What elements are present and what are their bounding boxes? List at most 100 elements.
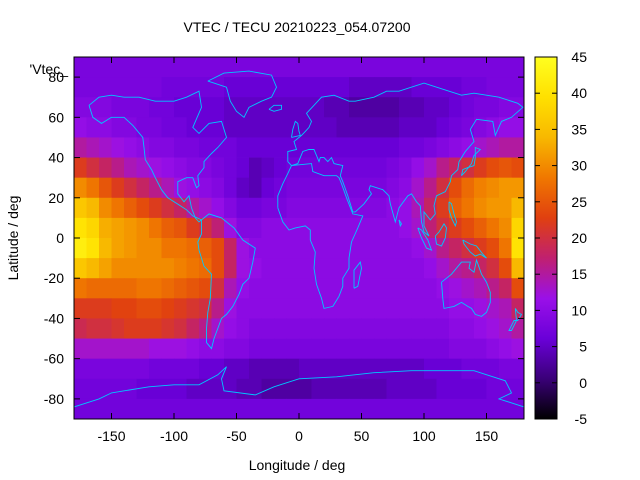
chart-title: VTEC / TECU 20210223_054.07200 [183, 19, 410, 35]
heatmap-cell [474, 398, 487, 420]
heatmap-cell [436, 157, 450, 179]
x-axis: -150 -100 -50 0 50 100 150 [97, 57, 498, 444]
heatmap-cell [424, 278, 437, 299]
heatmap-cell [86, 378, 100, 400]
heatmap-cell [461, 238, 475, 259]
heatmap-cell [399, 338, 412, 360]
heatmap-cell [324, 258, 337, 279]
heatmap-cell [336, 338, 350, 360]
heatmap-cell [261, 238, 275, 259]
heatmap-cell [236, 157, 250, 179]
colorbar-tick-label: 15 [571, 266, 587, 282]
colorbar-axis: -5 0 5 10 15 20 25 30 35 40 45 [535, 49, 587, 427]
key-label: 'Vtec_ [30, 61, 69, 77]
heatmap-cell [224, 238, 237, 259]
coastline-path [441, 258, 491, 317]
heatmap-cell [124, 378, 137, 400]
heatmap-cell [161, 97, 175, 118]
heatmap-cell [211, 77, 225, 98]
heatmap-cell [436, 378, 450, 400]
heatmap-cell [436, 278, 450, 299]
heatmap-cell [99, 97, 112, 118]
heatmap-cell [411, 358, 425, 380]
x-tick-label: -150 [97, 428, 125, 444]
heatmap-cell [349, 97, 362, 118]
heatmap-cell [249, 157, 262, 179]
heatmap-cell [249, 378, 262, 400]
heatmap-cell [199, 77, 212, 98]
heatmap-cell [86, 298, 100, 319]
heatmap-cell [374, 217, 387, 239]
y-tick-label: 80 [48, 69, 64, 85]
heatmap-cell [274, 77, 287, 98]
heatmap-cell [311, 177, 325, 199]
heatmap-cell [136, 338, 150, 360]
heatmap-cell [136, 217, 150, 239]
heatmap-cell [336, 258, 350, 279]
heatmap-cell [349, 358, 362, 380]
coastline-path [291, 120, 301, 138]
heatmap-cell [274, 57, 287, 78]
heatmap-cell [399, 177, 412, 199]
heatmap-cell [286, 157, 300, 179]
heatmap-cell [361, 318, 375, 339]
heatmap-cell [124, 57, 137, 78]
heatmap-cell [261, 157, 275, 179]
heatmap-cell [486, 97, 500, 118]
heatmap-cell [224, 197, 237, 219]
heatmap-cell [99, 77, 112, 98]
heatmap-cell [236, 197, 250, 219]
heatmap-cell [424, 217, 437, 239]
heatmap-cell [336, 97, 350, 118]
heatmap-cell [511, 117, 525, 138]
heatmap-cell [486, 157, 500, 179]
heatmap-cell [261, 137, 275, 158]
heatmap-cell [336, 358, 350, 380]
coastline-path [508, 308, 523, 331]
heatmap-cell [99, 278, 112, 299]
heatmap-cell [111, 358, 125, 380]
heatmap-cell [136, 378, 150, 400]
y-axis-label: Latitude / deg [5, 196, 21, 281]
heatmap-cell [486, 338, 500, 360]
coastline-path [207, 70, 277, 118]
heatmap-cell [111, 77, 125, 98]
heatmap-cell [86, 258, 100, 279]
heatmap-cell [311, 378, 325, 400]
heatmap-cell [499, 117, 512, 138]
heatmap-cell [499, 217, 512, 239]
y-tick-label: 20 [48, 190, 64, 206]
heatmap-cell [399, 197, 412, 219]
heatmap-cell [174, 137, 187, 158]
heatmap-cell [324, 298, 337, 319]
heatmap-cell [149, 358, 162, 380]
heatmap-cell [136, 318, 150, 339]
heatmap-cell [361, 378, 375, 400]
heatmap-cell [299, 338, 312, 360]
heatmap-cell [86, 217, 100, 239]
heatmap-cell [161, 238, 175, 259]
heatmap-cell [336, 318, 350, 339]
heatmap-cell [136, 358, 150, 380]
coastline-path [434, 223, 447, 247]
heatmap-cell [424, 298, 437, 319]
heatmap-cell [99, 137, 112, 158]
heatmap-cell [286, 258, 300, 279]
heatmap-cell [299, 358, 312, 380]
heatmap-cell [99, 358, 112, 380]
heatmap-cell [86, 177, 100, 199]
heatmap-cell [99, 258, 112, 279]
heatmap-cell [499, 177, 512, 199]
heatmap-cell [236, 358, 250, 380]
heatmap-cell [99, 238, 112, 259]
coastline-path [448, 201, 457, 228]
heatmap-cell [124, 217, 137, 239]
heatmap-cell [236, 378, 250, 400]
heatmap-cell [224, 338, 237, 360]
heatmap-cell [174, 77, 187, 98]
heatmap-cell [361, 338, 375, 360]
heatmap-cell [249, 298, 262, 319]
heatmap-cell [136, 117, 150, 138]
heatmap-cell [86, 358, 100, 380]
heatmap-cell [474, 298, 487, 319]
